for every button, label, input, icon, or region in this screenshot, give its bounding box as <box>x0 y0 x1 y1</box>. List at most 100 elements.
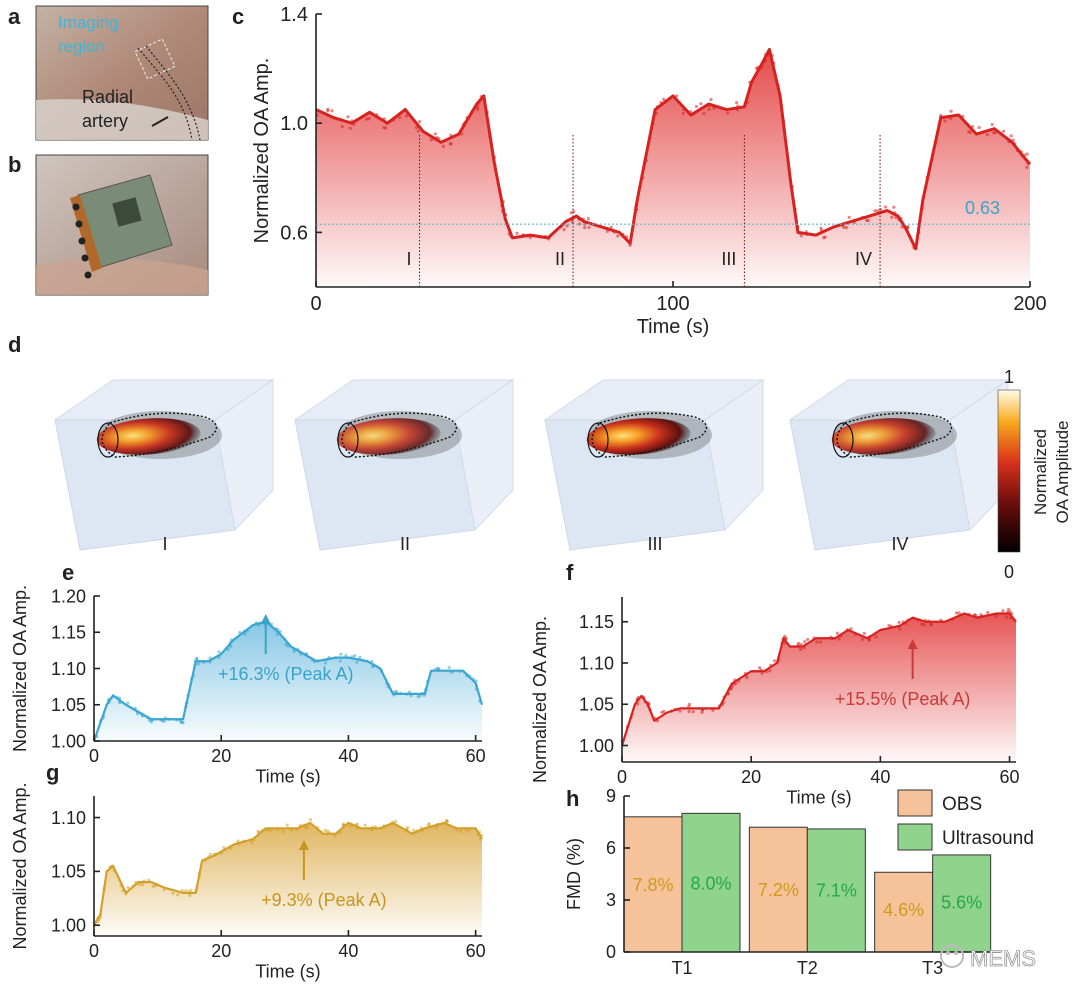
raw-data-point <box>822 236 826 240</box>
y-tick-label: 1.15 <box>579 612 614 632</box>
raw-data-point <box>382 125 386 130</box>
raw-data-point <box>803 640 807 644</box>
raw-data-point <box>1001 609 1005 613</box>
x-tick-label: 40 <box>338 746 358 766</box>
raw-data-point <box>250 841 254 845</box>
raw-data-point <box>873 209 877 213</box>
raw-data-point <box>662 709 666 714</box>
x-tick-label: T1 <box>671 958 692 978</box>
bar-value-label: 4.6% <box>883 900 924 920</box>
x-axis-label: Time (s) <box>255 766 320 786</box>
x-tick-label: 40 <box>870 767 890 787</box>
raw-data-point <box>147 878 151 882</box>
bar-value-label: 7.2% <box>758 880 799 900</box>
raw-data-point <box>1007 607 1011 612</box>
x-tick-label: 20 <box>211 746 231 766</box>
raw-data-point <box>990 122 994 127</box>
y-tick-label: 1.05 <box>51 695 86 715</box>
raw-data-point <box>416 695 420 699</box>
raw-data-point <box>285 823 289 827</box>
watermark-text: MEMS <box>970 946 1036 971</box>
raw-data-point <box>837 637 841 641</box>
vessel-signal <box>96 418 201 455</box>
raw-data-point <box>176 893 180 897</box>
raw-data-point <box>355 660 359 665</box>
legend-label: OBS <box>942 794 982 815</box>
panel-letter-a: a <box>8 4 21 29</box>
colorbar-label-1: Normalized <box>1031 429 1050 515</box>
y-tick-label: 1.00 <box>579 736 614 756</box>
raw-data-point <box>892 205 896 209</box>
series-area <box>94 822 482 936</box>
volume-render-i: I <box>53 379 275 554</box>
raw-data-point <box>289 828 294 833</box>
x-tick-label: 200 <box>1013 293 1046 315</box>
raw-data-point <box>236 839 240 843</box>
raw-data-point <box>616 234 620 238</box>
vessel-cross-section <box>587 422 609 458</box>
series-line <box>93 821 483 926</box>
y-tick-label: 1.05 <box>51 862 86 882</box>
panel-letter-c: c <box>232 4 244 29</box>
raw-data-point <box>188 893 192 898</box>
y-axis-label: Normalized OA Amp. <box>10 585 30 752</box>
annotation-arrowhead <box>260 614 271 624</box>
y-tick-label: 3 <box>606 890 616 910</box>
y-tick-label: 1.10 <box>51 659 86 679</box>
raw-data-point <box>326 107 330 112</box>
raw-data-point <box>323 828 327 832</box>
y-tick-label: 1.05 <box>579 695 614 715</box>
raw-data-point <box>330 109 334 113</box>
raw-data-point <box>569 211 573 215</box>
x-axis-label: Time (s) <box>255 961 320 981</box>
imaging-label-2: region <box>58 37 105 56</box>
colorbar: 1 0 Normalized OA Amplitude <box>997 367 1072 582</box>
raw-data-point <box>341 822 346 826</box>
raw-data-point <box>745 676 749 680</box>
annotation-label: +9.3% (Peak A) <box>261 890 387 910</box>
raw-data-point <box>565 224 569 228</box>
raw-data-point <box>920 622 924 626</box>
raw-data-point <box>699 102 703 106</box>
volume-render-ii: II <box>293 379 515 554</box>
bar-value-label: 7.1% <box>816 881 857 901</box>
raw-data-point <box>1009 134 1013 138</box>
time-marker-label: I <box>407 249 412 269</box>
x-axis-label: Time (s) <box>786 787 851 807</box>
raw-data-point <box>874 635 878 639</box>
raw-data-point <box>929 622 933 627</box>
raw-data-point <box>181 720 185 725</box>
raw-data-point <box>799 642 803 647</box>
raw-data-point <box>447 665 451 670</box>
raw-data-point <box>195 657 199 661</box>
vessel-cross-section <box>832 422 854 458</box>
raw-data-point <box>405 825 409 830</box>
raw-data-point <box>949 109 953 113</box>
watermark: MEMS <box>940 944 1036 971</box>
raw-data-point <box>171 891 175 895</box>
annotation-label: +16.3% (Peak A) <box>218 664 354 684</box>
y-tick-label: 1.15 <box>51 623 86 643</box>
vessel-signal <box>586 418 691 455</box>
raw-data-point <box>796 641 801 645</box>
bar-obs-t2 <box>748 826 808 953</box>
y-tick-label: 6 <box>606 838 616 858</box>
raw-data-point <box>758 666 762 670</box>
raw-data-point <box>986 610 990 615</box>
raw-data-point <box>433 132 437 136</box>
raw-data-point <box>344 653 348 657</box>
raw-data-point <box>954 611 959 615</box>
raw-data-point <box>404 114 408 118</box>
raw-data-point <box>339 652 343 656</box>
volume-label: IV <box>891 534 908 554</box>
panel-letter-e: e <box>62 560 74 585</box>
raw-data-point <box>475 107 480 112</box>
raw-data-point <box>922 623 927 627</box>
volume-label: I <box>162 534 167 554</box>
legend-swatch <box>897 823 933 851</box>
vessel-outline <box>341 412 458 458</box>
volume-label: II <box>400 534 410 554</box>
raw-data-point <box>883 205 888 209</box>
volume-label: III <box>647 534 662 554</box>
cube-side-face <box>454 379 514 532</box>
